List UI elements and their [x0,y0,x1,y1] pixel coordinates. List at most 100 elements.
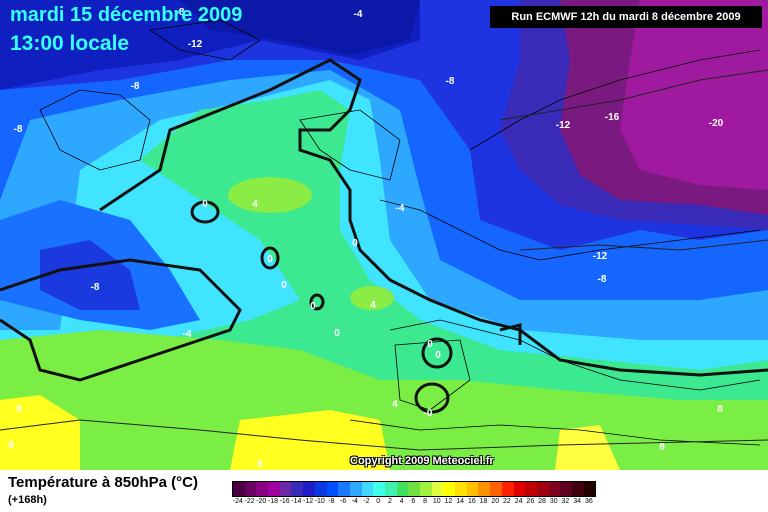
scale-swatch [396,482,409,496]
contour-label: -16 [605,112,620,123]
scale-swatch [326,482,339,496]
scale-tick-label: 10 [432,498,441,505]
scale-tick-label: 18 [479,498,488,505]
scale-tick-label: 12 [444,498,453,505]
contour-label: -12 [593,251,608,262]
scale-tick-label: 32 [561,498,570,505]
scale-tick-label: -14 [291,498,302,505]
scale-tick-label: -22 [244,498,255,505]
contour-label: -12 [556,120,571,131]
contour-label: 8 [717,404,723,415]
scale-swatch [443,482,456,496]
scale-swatch [466,482,479,496]
contour-label: -8 [91,282,100,293]
contour-label: 4 [392,399,398,410]
scale-swatch [431,482,444,496]
scale-tick-label: 30 [549,498,558,505]
scale-tick-label: -10 [314,498,325,505]
scale-swatch [384,482,397,496]
legend-title: Température à 850hPa (°C) [8,474,198,491]
scale-tick-label: -18 [267,498,278,505]
scale-tick-label: 0 [376,498,381,505]
scale-tick-label: -2 [363,498,370,505]
scale-tick-label: 24 [514,498,523,505]
scale-tick-label: 14 [456,498,465,505]
scale-swatch [490,482,502,496]
contour-label: 0 [267,254,273,265]
field-yellow-e [555,425,620,470]
scale-tick-label: 16 [467,498,476,505]
color-scale [232,481,597,497]
contour-label: 0 [202,199,208,210]
scale-tick-label: -4 [351,498,358,505]
scale-tick-label: 20 [491,498,500,505]
scale-swatch [455,482,467,496]
contour-label: -20 [709,118,724,129]
lead-time: (+168h) [8,494,47,506]
contour-label: 0 [427,339,433,350]
scale-tick-label: 26 [526,498,535,505]
scale-swatch [373,482,385,496]
scale-swatch [408,482,420,496]
field-yellow-sw [0,395,80,470]
scale-tick-label: 36 [584,498,593,505]
contour-label: -8 [598,274,607,285]
contour-label: 0 [435,350,441,361]
contour-label: -8 [131,81,140,92]
coastlines [39,19,761,446]
copyright: Copyright 2009 Meteociel.fr [350,455,494,467]
scale-tick-label: 6 [411,498,416,505]
contour-label: 0 [281,280,287,291]
scale-swatch [291,482,304,496]
contour-label: -8 [14,124,23,135]
contour-label: 0 [310,301,316,312]
scale-tick-label: -16 [279,498,290,505]
contour-label: -4 [354,9,363,20]
forecast-time: 13:00 locale [10,32,130,55]
scale-swatch [338,482,350,496]
contour-label: 8 [257,459,263,470]
contour-label: 4 [370,300,376,311]
scale-swatch [513,482,526,496]
scale-swatch [268,482,280,496]
contour-label: 0 [352,238,358,249]
run-info: Run ECMWF 12h du mardi 8 décembre 2009 [490,6,762,28]
warm-patch-1 [228,177,312,213]
scale-swatch [583,482,596,496]
contour-label: -4 [396,203,405,214]
scale-tick-label: 34 [573,498,582,505]
warm-patch-2 [350,286,394,310]
scale-swatch [233,482,245,496]
scale-swatch [361,482,374,496]
scale-tick-label: 2 [387,498,392,505]
contour-label: -8 [176,7,185,18]
isotherms [0,69,768,451]
scale-swatch [478,482,491,496]
contour-label: 0 [334,328,340,339]
field-magenta [620,0,768,190]
contour-label: 4 [252,199,258,210]
scale-swatch [349,482,362,496]
scale-tick-label: -20 [256,498,267,505]
scale-swatch [314,482,327,496]
scale-tick-label: -12 [302,498,314,505]
field-yellow-s [230,410,390,470]
scale-tick-label: -6 [340,498,347,505]
contour-label: 8 [16,404,22,415]
scale-swatch [501,482,514,496]
contour-label: -8 [446,76,455,87]
scale-swatch [571,482,584,496]
scale-swatch [244,482,257,496]
scale-tick-label: -24 [232,498,243,505]
scale-tick-label: 22 [503,498,511,505]
contour-label: -4 [183,329,192,340]
contour-label: -0 [424,408,433,419]
forecast-date: mardi 15 décembre 2009 [10,4,243,26]
contour-label: -12 [188,39,203,50]
scale-swatch [548,482,561,496]
scale-tick-label: 8 [423,498,427,505]
scale-swatch [525,482,537,496]
scale-swatch [256,482,269,496]
scale-swatch [279,482,292,496]
temperature-map: -4 -12 -8 -8 -8 -8 -12 -16 -20 -4 -12 -8… [0,0,768,470]
